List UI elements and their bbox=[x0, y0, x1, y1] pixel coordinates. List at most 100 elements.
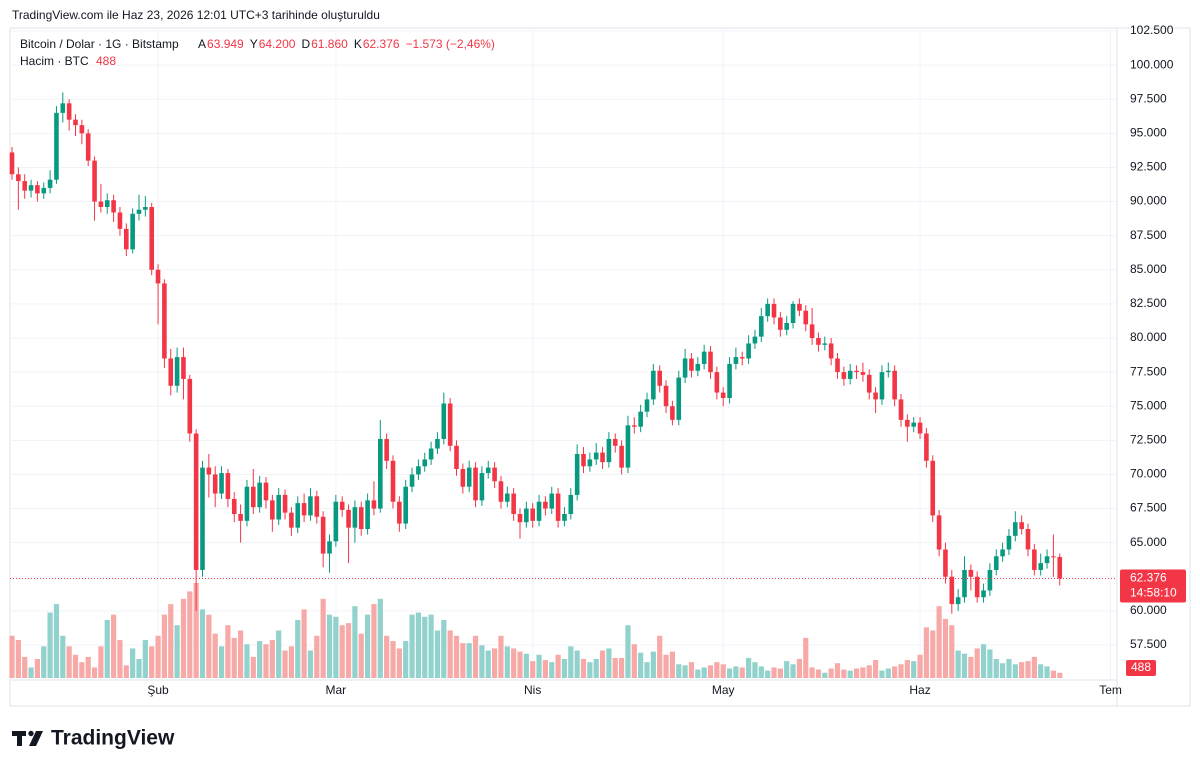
volume-bar bbox=[847, 670, 853, 678]
volume-bar bbox=[860, 667, 866, 678]
candle-body bbox=[739, 357, 745, 359]
volume-bar bbox=[352, 606, 358, 678]
candle-body bbox=[752, 336, 758, 344]
volume-bar bbox=[339, 625, 345, 678]
candle-body bbox=[479, 473, 485, 501]
candle-body bbox=[339, 501, 345, 510]
y-tick-label: 97.500 bbox=[1130, 91, 1167, 105]
candle-body bbox=[555, 493, 561, 521]
candle-body bbox=[92, 160, 97, 202]
candle-body bbox=[485, 467, 491, 474]
volume-bar bbox=[879, 670, 885, 678]
volume-bar bbox=[815, 669, 822, 678]
candle-body bbox=[987, 569, 993, 591]
volume-bar bbox=[422, 616, 428, 678]
candle-body bbox=[257, 482, 262, 508]
volume-bar bbox=[549, 662, 555, 678]
candle-body bbox=[193, 433, 199, 570]
candle-body bbox=[181, 357, 186, 379]
candle-body bbox=[390, 460, 396, 502]
candle-body bbox=[606, 438, 612, 463]
volume-bar bbox=[485, 650, 491, 678]
volume-bar bbox=[917, 654, 923, 678]
volume-bar bbox=[987, 649, 993, 678]
candle-body bbox=[644, 399, 650, 412]
candle-body bbox=[1051, 556, 1056, 558]
candle-body bbox=[498, 481, 504, 502]
volume-bar bbox=[384, 635, 390, 678]
legend-change: −1.573 (−2,46%) bbox=[406, 37, 495, 51]
candle-body bbox=[943, 549, 948, 577]
volume-bar bbox=[631, 644, 637, 678]
candle-body bbox=[733, 357, 739, 364]
candle-body bbox=[771, 303, 777, 318]
candle-body bbox=[847, 370, 853, 379]
volume-bar bbox=[358, 633, 364, 678]
candle-body bbox=[574, 453, 580, 495]
candle-body bbox=[365, 500, 370, 530]
y-tick-label: 92.500 bbox=[1130, 160, 1167, 174]
candle-body bbox=[816, 338, 821, 345]
candle-body bbox=[1006, 535, 1012, 550]
candle-body bbox=[593, 452, 599, 460]
candle-body bbox=[981, 590, 986, 598]
candle-body bbox=[104, 200, 110, 208]
candle-body bbox=[505, 493, 510, 502]
candle-body bbox=[111, 200, 116, 213]
candle-body bbox=[917, 422, 923, 434]
volume-bar bbox=[231, 637, 237, 678]
volume-bar bbox=[834, 663, 841, 678]
candle-body bbox=[968, 569, 974, 577]
y-tick-label: 70.000 bbox=[1130, 467, 1167, 481]
volume-bar bbox=[980, 644, 987, 678]
candle-body bbox=[263, 482, 269, 501]
candle-body bbox=[784, 322, 789, 330]
volume-bar bbox=[28, 667, 34, 678]
volume-bar bbox=[949, 625, 955, 678]
candle-body bbox=[924, 433, 929, 461]
candle-body bbox=[352, 507, 358, 528]
volume-bar bbox=[873, 660, 879, 678]
candle-body bbox=[409, 474, 415, 487]
candle-body bbox=[517, 514, 523, 523]
chart-frame bbox=[9, 27, 1191, 707]
volume-bar bbox=[314, 635, 320, 678]
volume-bar bbox=[365, 614, 371, 678]
volume-bar bbox=[263, 644, 269, 678]
volume-bar bbox=[282, 650, 288, 678]
volume-bar bbox=[403, 641, 409, 678]
y-tick-label: 102.500 bbox=[1130, 23, 1174, 37]
volume-bar bbox=[47, 612, 53, 678]
volume-bar bbox=[123, 665, 129, 678]
volume-bar bbox=[1044, 666, 1050, 678]
candle-body bbox=[327, 541, 332, 554]
volume-bar bbox=[453, 635, 460, 678]
volume-bar bbox=[606, 648, 612, 678]
candle-body bbox=[1025, 529, 1031, 550]
candle-body bbox=[809, 324, 815, 338]
candle-body bbox=[886, 370, 891, 373]
volume-bar bbox=[587, 662, 593, 678]
candle-body bbox=[695, 363, 701, 371]
candle-body bbox=[962, 569, 967, 598]
x-tick-label: Şub bbox=[147, 683, 169, 697]
volume-bar bbox=[155, 635, 161, 678]
y-tick-label: 77.500 bbox=[1130, 364, 1167, 378]
candle-body bbox=[708, 351, 713, 373]
volume-bar bbox=[669, 651, 675, 678]
volume-bar bbox=[892, 666, 898, 678]
legend-key: Y bbox=[250, 37, 258, 51]
volume-badge-label: 488 bbox=[1131, 660, 1151, 674]
candle-body bbox=[1057, 557, 1063, 579]
candle-body bbox=[244, 486, 250, 521]
candle-body bbox=[187, 378, 193, 434]
candle-body bbox=[638, 411, 643, 427]
candle-body bbox=[600, 452, 605, 463]
volume-bar bbox=[771, 667, 777, 678]
y-tick-label: 67.500 bbox=[1130, 501, 1167, 515]
candle-body bbox=[1013, 522, 1018, 536]
y-tick-label: 90.000 bbox=[1130, 194, 1167, 208]
volume-bar bbox=[809, 667, 815, 678]
volume-bar bbox=[111, 614, 117, 678]
candle-body bbox=[378, 438, 383, 509]
